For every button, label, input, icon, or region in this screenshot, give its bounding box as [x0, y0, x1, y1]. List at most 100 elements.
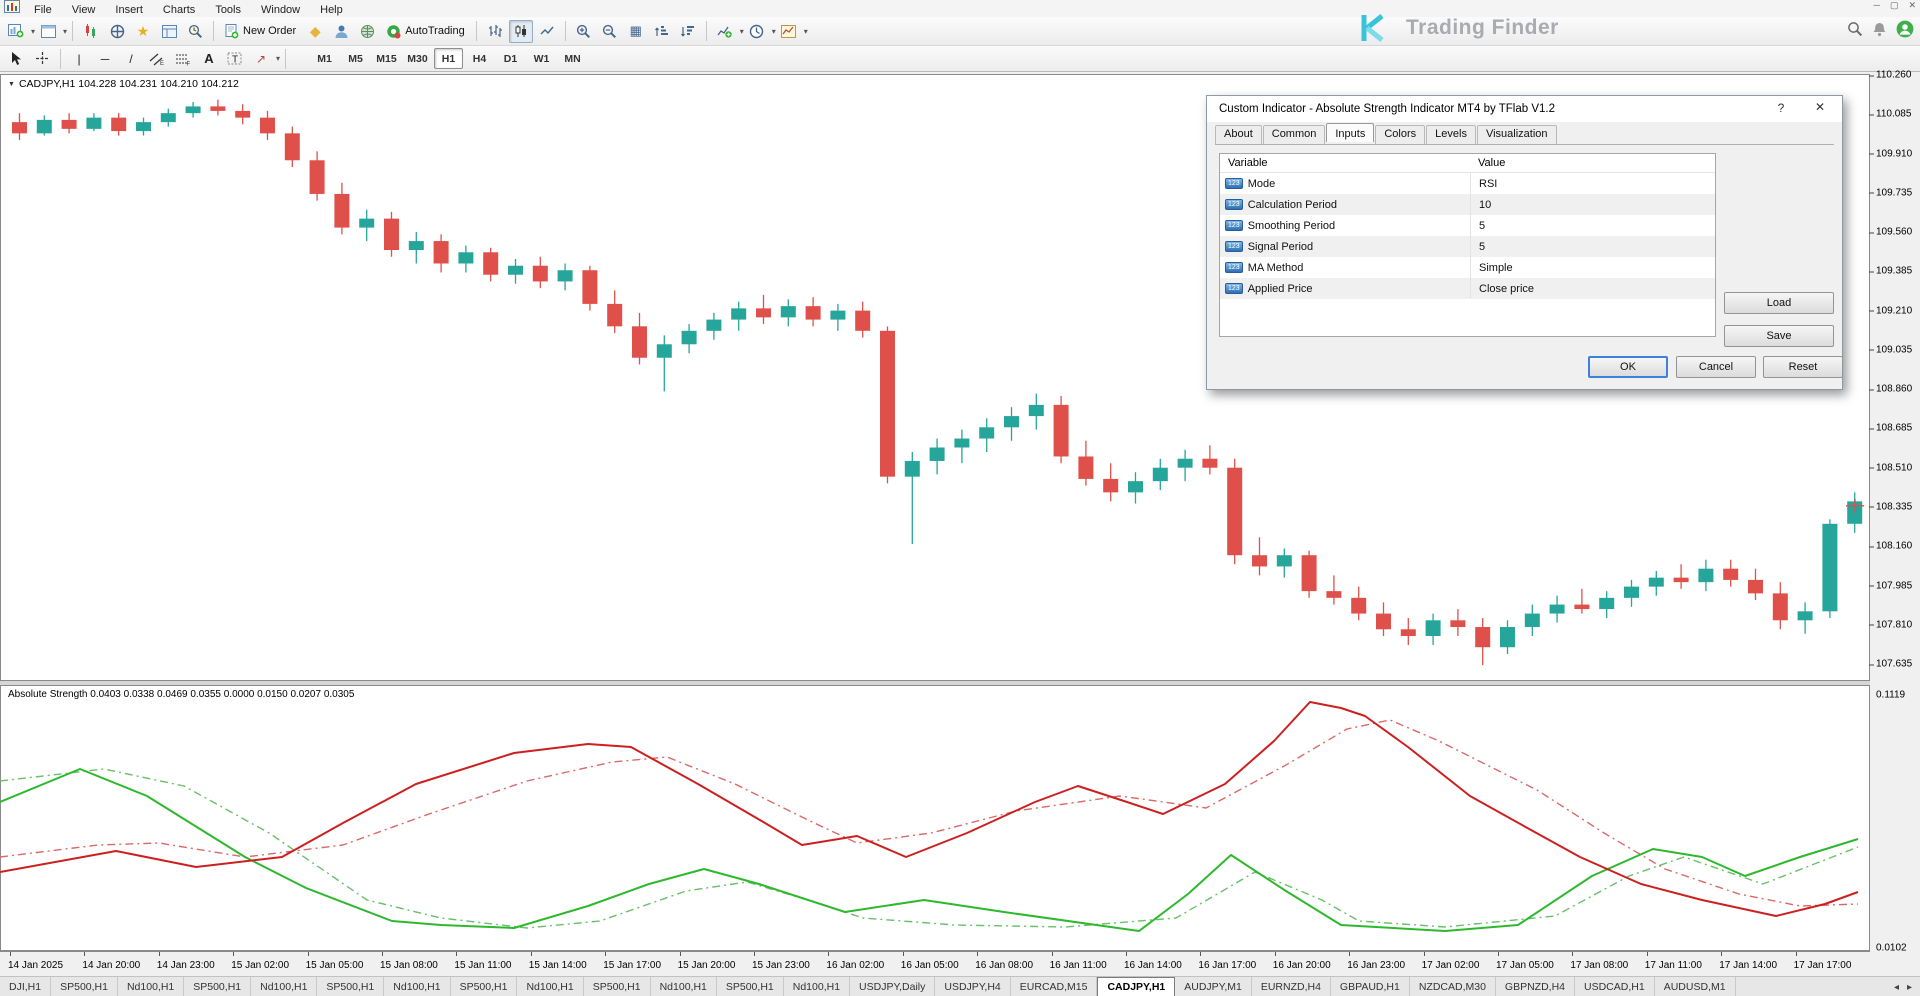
dialog-tab-about[interactable]: About — [1215, 125, 1262, 144]
symbol-tab-2-nd100h1[interactable]: Nd100,H1 — [118, 977, 185, 996]
menu-item-view[interactable]: View — [71, 3, 96, 16]
timeframe-m30[interactable]: M30 — [407, 52, 428, 65]
crosshair-button[interactable] — [30, 47, 54, 70]
terminal-button[interactable] — [157, 20, 181, 43]
autotrading-button[interactable]: AutoTrading — [381, 20, 470, 43]
variable-value[interactable]: 5 — [1470, 215, 1715, 236]
tile-windows-button[interactable]: ▦ — [624, 20, 648, 43]
menu-item-file[interactable]: File — [34, 3, 52, 16]
symbol-tab-18-eurnzdh4[interactable]: EURNZD,H4 — [1252, 977, 1331, 996]
indicator-chart[interactable] — [0, 685, 1868, 950]
pane-splitter[interactable] — [0, 681, 1870, 685]
time-axis[interactable]: 14 Jan 2025 14 Jan 20:00 14 Jan 23:00 15 Ja… — [0, 951, 1870, 977]
dialog-tab-levels[interactable]: Levels — [1426, 125, 1476, 144]
new-order-button[interactable]: New Order — [220, 20, 301, 43]
trendline-button[interactable]: / — [129, 51, 133, 66]
symbol-tab-7-sp500h1[interactable]: SP500,H1 — [451, 977, 518, 996]
candlestick-chart[interactable] — [0, 74, 1868, 680]
candlestick-mode-button[interactable] — [508, 19, 533, 43]
data-window-button[interactable] — [105, 20, 129, 43]
reset-button[interactable]: Reset — [1763, 356, 1843, 378]
periods-caret-icon[interactable]: ▾ — [771, 26, 776, 36]
account-avatar[interactable] — [1896, 20, 1914, 38]
symbol-tab-10-nd100h1[interactable]: Nd100,H1 — [651, 977, 717, 996]
symbol-tab-6-nd100h1[interactable]: Nd100,H1 — [384, 977, 451, 996]
tab-scroll-left-icon[interactable]: ◂ — [1893, 981, 1899, 993]
timeframe-m5[interactable]: M5 — [348, 52, 363, 65]
new-chart-button[interactable] — [4, 20, 28, 43]
input-row-mode[interactable]: 123 Mode RSI — [1220, 173, 1715, 194]
symbol-tab-8-nd100h1[interactable]: Nd100,H1 — [517, 977, 584, 996]
menu-item-help[interactable]: Help — [320, 3, 343, 16]
new-chart-caret-icon[interactable]: ▾ — [31, 26, 36, 36]
timeframe-h1[interactable]: H1 — [434, 48, 464, 69]
menu-item-charts[interactable]: Charts — [162, 3, 196, 16]
cancel-button[interactable]: Cancel — [1676, 356, 1756, 378]
zoom-in-button[interactable] — [572, 20, 596, 43]
close-icon[interactable]: ✕ — [1908, 0, 1916, 10]
symbol-tab-1-sp500h1[interactable]: SP500,H1 — [51, 977, 118, 996]
minimize-icon[interactable]: ─ — [1873, 0, 1880, 10]
maximize-icon[interactable]: ▢ — [1889, 0, 1899, 10]
symbol-tab-19-gbpaudh1[interactable]: GBPAUD,H1 — [1331, 977, 1410, 996]
vertical-line-button[interactable]: | — [77, 51, 81, 66]
tab-scroll-right-icon[interactable]: ▸ — [1906, 981, 1912, 993]
symbol-tab-4-nd100h1[interactable]: Nd100,H1 — [251, 977, 318, 996]
notifications-icon[interactable] — [1872, 21, 1887, 37]
symbol-tab-5-sp500h1[interactable]: SP500,H1 — [317, 977, 385, 996]
menu-item-tools[interactable]: Tools — [215, 3, 241, 16]
navigator-button[interactable]: ★ — [131, 20, 155, 43]
variable-value[interactable]: RSI — [1470, 173, 1715, 194]
timeframe-h4[interactable]: H4 — [472, 52, 487, 65]
symbol-tab-3-sp500h1[interactable]: SP500,H1 — [184, 977, 252, 996]
cursor-button[interactable] — [4, 47, 28, 70]
symbol-tab-11-sp500h1[interactable]: SP500,H1 — [717, 977, 784, 996]
symbol-tab-13-usdjpydaily[interactable]: USDJPY,Daily — [850, 977, 936, 996]
variable-value[interactable]: Simple — [1470, 257, 1715, 278]
dialog-help-button[interactable]: ? — [1777, 101, 1785, 115]
input-row-ma-method[interactable]: 123 MA Method Simple — [1220, 257, 1715, 278]
templates-caret-icon[interactable]: ▾ — [803, 26, 808, 36]
periods-button[interactable] — [745, 20, 769, 43]
profiles-caret-icon[interactable]: ▾ — [63, 26, 68, 36]
save-button[interactable]: Save — [1724, 325, 1834, 347]
variable-value[interactable]: 10 — [1470, 194, 1715, 215]
input-row-calculation-period[interactable]: 123 Calculation Period 10 — [1220, 194, 1715, 215]
indicators-button[interactable] — [713, 20, 737, 43]
dialog-close-icon[interactable]: ✕ — [1814, 100, 1826, 114]
templates-button[interactable] — [777, 20, 801, 43]
text-button[interactable]: A — [204, 51, 214, 66]
horizontal-line-button[interactable]: ─ — [100, 51, 110, 66]
market-watch-button[interactable] — [79, 20, 103, 43]
bar-chart-mode-button[interactable] — [483, 20, 507, 43]
symbol-tab-15-eurcadm15[interactable]: EURCAD,M15 — [1011, 977, 1098, 996]
arrows-button[interactable]: ↗ — [255, 51, 267, 66]
symbol-tab-14-usdjpyh4[interactable]: USDJPY,H4 — [935, 977, 1011, 996]
dialog-tab-common[interactable]: Common — [1262, 125, 1326, 144]
zoom-out-button[interactable] — [598, 20, 622, 43]
dialog-tab-visualization[interactable]: Visualization — [1476, 125, 1557, 144]
search-icon[interactable] — [1847, 21, 1863, 37]
load-button[interactable]: Load — [1724, 292, 1834, 314]
arrows-caret-icon[interactable]: ▾ — [276, 54, 281, 63]
variable-value[interactable]: Close price — [1470, 278, 1715, 299]
news-globe-button[interactable] — [355, 20, 379, 43]
symbol-tab-22-usdcadh1[interactable]: USDCAD,H1 — [1575, 977, 1655, 996]
dialog-titlebar[interactable]: Custom Indicator - Absolute Strength Ind… — [1207, 96, 1842, 122]
timeframe-mn[interactable]: MN — [564, 52, 581, 65]
indicator-pane[interactable] — [0, 685, 1870, 951]
metaeditor-button[interactable]: ◆ — [303, 20, 327, 43]
variable-value[interactable]: 5 — [1470, 236, 1715, 257]
dialog-tab-inputs[interactable]: Inputs — [1326, 123, 1375, 142]
strategy-tester-button[interactable] — [183, 20, 207, 43]
dialog-tab-colors[interactable]: Colors — [1375, 125, 1426, 144]
timeframe-w1[interactable]: W1 — [533, 52, 550, 65]
symbol-tab-17-audjpym1[interactable]: AUDJPY,M1 — [1175, 977, 1252, 996]
symbol-tab-21-gbpnzdh4[interactable]: GBPNZD,H4 — [1496, 977, 1576, 996]
symbol-tab-9-sp500h1[interactable]: SP500,H1 — [584, 977, 651, 996]
collapse-triangle-icon[interactable]: ▼ — [8, 80, 15, 88]
symbol-tab-0-djih1[interactable]: DJI,H1 — [0, 977, 52, 996]
timeframe-m15[interactable]: M15 — [376, 52, 397, 65]
auto-arrange-button[interactable] — [650, 20, 674, 43]
track-chart-button[interactable] — [676, 20, 700, 43]
